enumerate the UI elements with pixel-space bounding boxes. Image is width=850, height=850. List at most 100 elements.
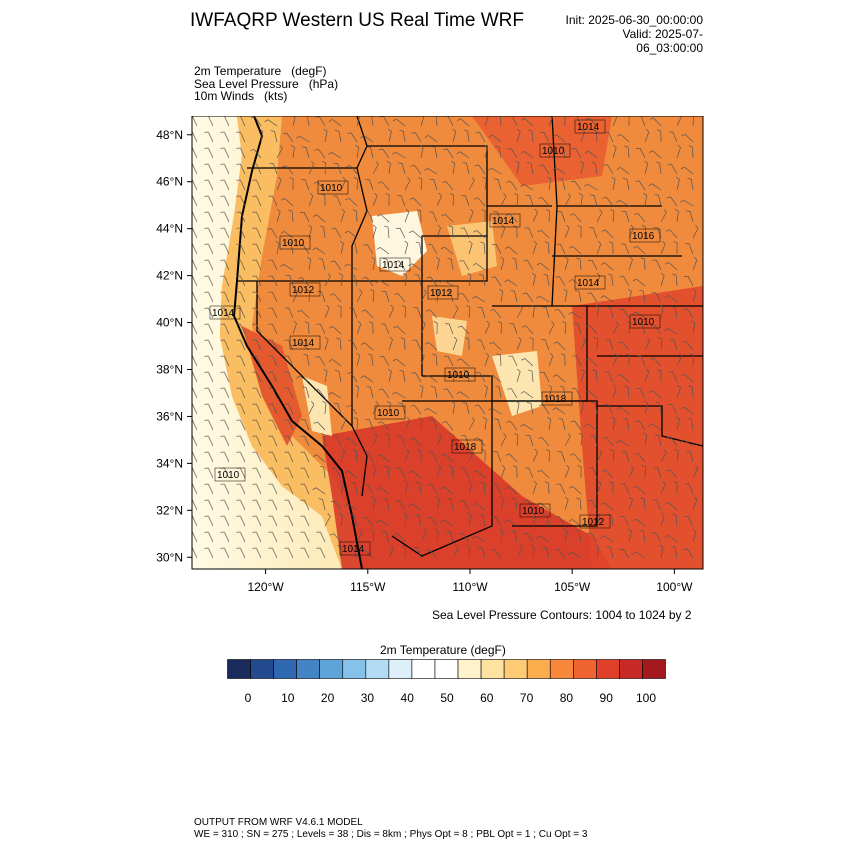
wind-barb bbox=[676, 355, 682, 367]
wind-barb-flag bbox=[384, 225, 389, 228]
wind-barb bbox=[580, 435, 583, 447]
wind-barb-flag bbox=[472, 296, 476, 300]
wind-barb bbox=[596, 370, 598, 383]
wind-barb-flag bbox=[531, 272, 536, 276]
wind-barb-flag bbox=[660, 272, 665, 276]
wind-barb-flag bbox=[595, 304, 599, 308]
wind-barb-flag bbox=[433, 321, 438, 324]
wind-barb-flag bbox=[672, 513, 677, 516]
wind-barb-flag bbox=[601, 469, 606, 472]
wind-barb-flag bbox=[630, 464, 634, 469]
wind-barb-flag bbox=[427, 484, 432, 486]
wind-barb bbox=[208, 339, 214, 351]
wind-barb-flag bbox=[424, 375, 429, 378]
wind-barb bbox=[292, 291, 298, 303]
wind-barb-flag bbox=[544, 481, 549, 484]
wind-barb bbox=[402, 131, 406, 143]
wind-barb-flag bbox=[670, 546, 675, 548]
wind-barb-flag bbox=[659, 304, 664, 308]
wind-barb bbox=[404, 451, 410, 463]
wind-barb-flag bbox=[651, 292, 656, 294]
wind-barb bbox=[660, 339, 663, 351]
wind-barb bbox=[452, 403, 456, 415]
wind-barb-flag bbox=[622, 418, 627, 420]
wind-barb bbox=[398, 500, 406, 511]
wind-barb-flag bbox=[578, 192, 583, 196]
colorbar-swatch bbox=[619, 659, 643, 679]
wind-barb bbox=[452, 434, 454, 447]
wind-barb-flag bbox=[579, 400, 584, 404]
wind-barb-flag bbox=[312, 487, 317, 491]
wind-barb-flag bbox=[401, 545, 406, 548]
wind-barb bbox=[459, 151, 470, 159]
wind-barb bbox=[624, 243, 630, 255]
wind-barb bbox=[208, 259, 214, 271]
wind-barb bbox=[660, 243, 666, 255]
wind-barb bbox=[308, 259, 312, 271]
wind-barb-flag bbox=[449, 193, 454, 196]
wind-barb-flag bbox=[584, 390, 589, 394]
wind-barb-flag bbox=[630, 224, 634, 229]
lon-tick-label: 100°W bbox=[656, 580, 693, 594]
wind-barb-flag bbox=[558, 178, 563, 180]
wind-barb bbox=[380, 214, 390, 223]
wind-barb bbox=[542, 404, 550, 415]
wind-barb bbox=[420, 179, 423, 191]
wind-barb bbox=[324, 276, 331, 287]
wind-barb bbox=[318, 389, 326, 399]
wind-barb-flag bbox=[440, 519, 444, 523]
wind-barb bbox=[594, 163, 598, 175]
wind-barb bbox=[256, 499, 262, 511]
wind-barb bbox=[272, 291, 278, 303]
wind-barb bbox=[628, 531, 632, 543]
wind-barb bbox=[604, 502, 614, 511]
wind-barb-flag bbox=[441, 213, 446, 217]
wind-barb-flag bbox=[296, 135, 300, 139]
wind-barb bbox=[638, 420, 646, 431]
colorbar-tick-label: 10 bbox=[281, 691, 295, 705]
wind-barb bbox=[272, 195, 278, 207]
wind-barb bbox=[418, 275, 422, 287]
wind-barb bbox=[588, 117, 598, 127]
wind-barb bbox=[433, 419, 438, 431]
wind-barb bbox=[482, 275, 486, 287]
wind-barb bbox=[548, 482, 550, 495]
wind-barb bbox=[468, 243, 473, 255]
lat-tick-label: 34°N bbox=[156, 456, 183, 470]
pressure-label: 1010 bbox=[377, 408, 400, 419]
wind-barb bbox=[644, 131, 650, 143]
wind-barb bbox=[192, 307, 198, 319]
wind-barb-flag bbox=[600, 502, 605, 505]
wind-barb-flag bbox=[488, 167, 492, 171]
wind-barb bbox=[676, 147, 681, 159]
wind-barb-flag bbox=[441, 453, 446, 457]
wind-barb-flag bbox=[478, 514, 483, 516]
wind-barb-flag bbox=[500, 256, 505, 260]
wind-barb-flag bbox=[314, 388, 319, 391]
wind-barb-flag bbox=[530, 544, 535, 548]
wind-barb bbox=[512, 355, 518, 367]
wind-barb-flag bbox=[464, 337, 469, 340]
wind-barb bbox=[558, 309, 566, 319]
wind-barb bbox=[484, 116, 489, 127]
wind-barb bbox=[240, 547, 246, 559]
wind-barb bbox=[224, 291, 230, 303]
wind-barb-flag bbox=[352, 449, 357, 452]
wind-barb-flag bbox=[322, 400, 327, 404]
wind-barb-flag bbox=[330, 500, 335, 503]
wind-barb-flag bbox=[408, 263, 413, 267]
wind-barb bbox=[500, 354, 502, 367]
wind-barb bbox=[208, 163, 214, 175]
wind-barb-flag bbox=[521, 358, 526, 361]
wind-barb-flag bbox=[584, 150, 589, 154]
wind-barb-flag bbox=[510, 530, 515, 532]
wind-barb-flag bbox=[576, 497, 581, 500]
wind-barb bbox=[369, 419, 374, 431]
wind-barb-flag bbox=[523, 260, 528, 262]
wind-barb bbox=[476, 263, 486, 271]
wind-barb bbox=[307, 116, 310, 127]
wind-barb bbox=[498, 387, 502, 399]
wind-barb bbox=[516, 403, 520, 415]
wind-barb bbox=[626, 419, 630, 431]
pressure-label: 1018 bbox=[544, 394, 567, 405]
